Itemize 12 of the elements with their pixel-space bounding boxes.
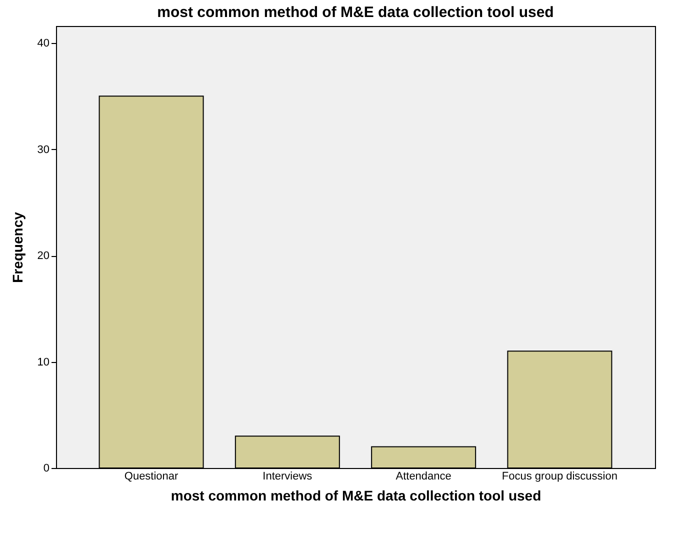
- y-axis-title: Frequency: [9, 212, 26, 283]
- x-tick-label: Questionar: [124, 470, 179, 482]
- x-axis-title: most common method of M&E data collection tool used: [170, 488, 542, 504]
- y-tick-label: 40: [37, 38, 50, 50]
- y-tick-label: 30: [37, 144, 50, 156]
- x-tick-label: Interviews: [262, 470, 313, 482]
- x-tick-label: Attendance: [396, 470, 452, 482]
- y-tick-label: 20: [37, 250, 50, 262]
- chart-title: most common method of M&E data collection tool used: [157, 4, 554, 21]
- x-tick-label: Focus group discussion: [502, 470, 618, 482]
- y-tick-label: 0: [43, 462, 50, 474]
- y-tick-label: 10: [37, 356, 50, 368]
